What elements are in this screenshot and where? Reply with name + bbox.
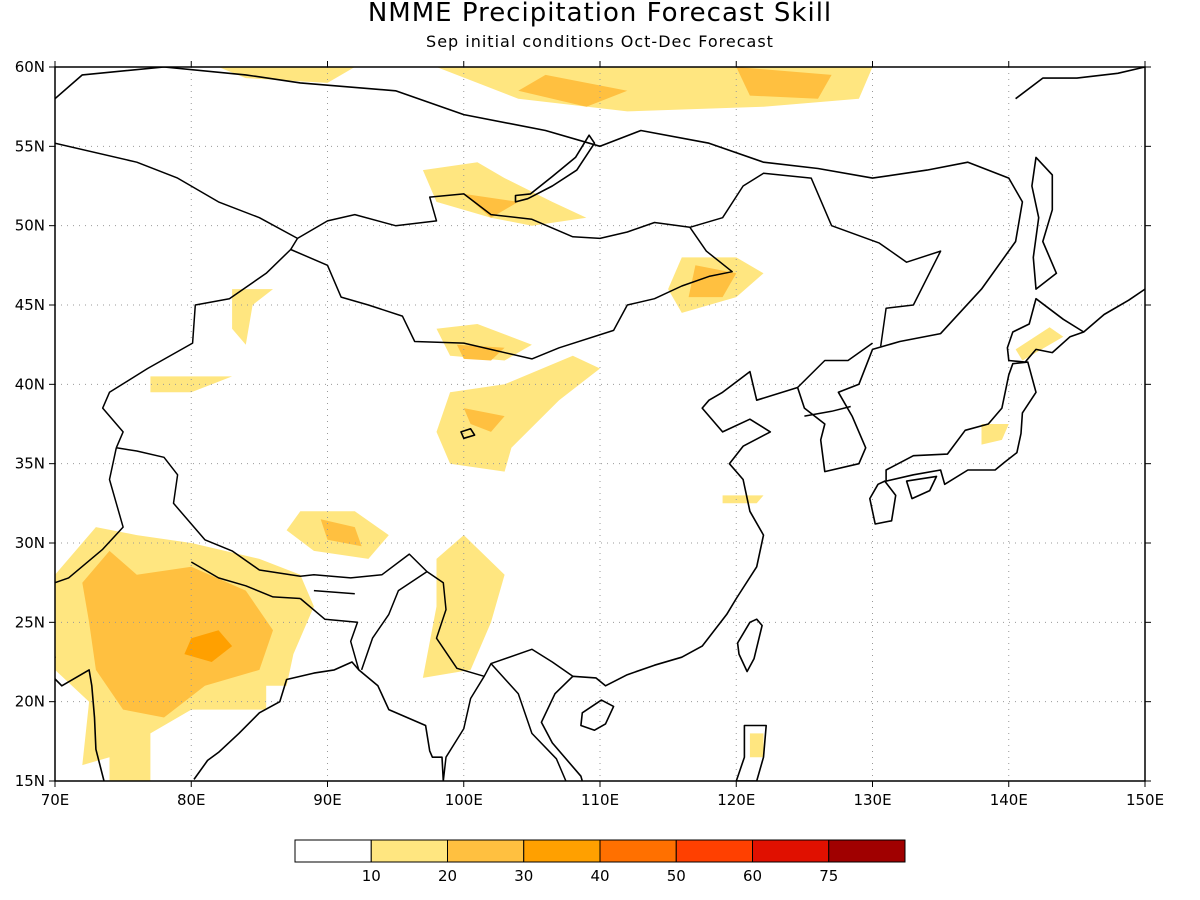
border-indochina-1 <box>442 675 485 781</box>
lon-tick-label: 70E <box>41 791 70 809</box>
colorbar-label: 75 <box>819 867 838 885</box>
skill-region-sayan-core <box>463 193 519 218</box>
coastline-qinghai-lake <box>460 427 476 440</box>
lon-tick-label: 130E <box>853 791 891 809</box>
skill-region-honshu <box>981 424 1009 445</box>
border-himalaya <box>116 447 574 678</box>
map-title: NMME Precipitation Forecast Skill <box>367 0 833 28</box>
coastline-kyushu <box>868 480 897 525</box>
skill-region-siberia-b <box>736 67 832 99</box>
lon-tick-label: 110E <box>581 791 619 809</box>
coastline-india-west <box>55 656 105 781</box>
border-indochina-2 <box>490 663 567 781</box>
colorbar-label: 40 <box>590 867 609 885</box>
lat-tick-label: 60N <box>15 58 45 76</box>
lat-tick-label: 20N <box>15 693 45 711</box>
border-china-mongolia <box>289 226 733 360</box>
border-russia-mongolia-china <box>55 142 942 347</box>
lat-tick-label: 40N <box>15 375 45 393</box>
lat-tick-label: 15N <box>15 772 45 790</box>
skill-region-tibet-core <box>320 519 362 547</box>
colorbar-label: 30 <box>514 867 533 885</box>
colorbar-label: 60 <box>743 867 762 885</box>
coastline-south-asia <box>193 661 445 781</box>
skill-shading-layer <box>55 67 1064 781</box>
lat-tick-label: 30N <box>15 534 45 552</box>
colorbar-swatch <box>523 839 601 863</box>
border-bhutan <box>313 589 355 595</box>
coastline-kurils <box>1083 288 1145 333</box>
lat-tick-label: 45N <box>15 296 45 314</box>
coastline-sakhalin <box>1031 156 1058 290</box>
lon-tick-label: 80E <box>177 791 206 809</box>
border-nepal-south <box>190 561 301 600</box>
skill-region-luzon <box>749 733 764 758</box>
border-korea <box>797 342 873 389</box>
lon-tick-label: 140E <box>990 791 1028 809</box>
lat-tick-label: 35N <box>15 455 45 473</box>
coastline-baikal <box>514 134 596 203</box>
lat-tick-label: 25N <box>15 613 45 631</box>
colorbar-label: 50 <box>667 867 686 885</box>
coastline-hainan <box>580 699 615 732</box>
skill-region-siberia-a <box>518 74 628 107</box>
skill-region-west-siberia <box>218 67 355 83</box>
skill-region-hokkaido <box>1015 327 1064 361</box>
border-korea-dmz <box>804 405 851 417</box>
lon-tick-label: 150E <box>1126 791 1164 809</box>
colorbar-label: 10 <box>362 867 381 885</box>
coastline-taiwan <box>736 618 763 673</box>
skill-region-kazakh <box>232 289 273 345</box>
skill-region-india-peak <box>184 630 233 662</box>
skill-region-india-core <box>82 550 273 718</box>
coastline-shikoku <box>905 475 938 500</box>
skill-region-west-deccan <box>109 725 151 781</box>
skill-region-yunnan <box>422 535 505 678</box>
coastlines-layer <box>55 67 1145 781</box>
map-subtitle: Sep initial conditions Oct-Dec Forecast <box>426 32 774 51</box>
colorbar-swatch <box>599 839 677 863</box>
border-bangladesh <box>299 597 360 671</box>
border-kazakh-china <box>101 248 292 449</box>
border-india-myanmar <box>360 570 428 671</box>
coastline-kamchatka <box>1015 67 1145 100</box>
colorbar-swatch <box>675 839 753 863</box>
colorbar: 10 20 30 40 50 60 75 <box>294 839 906 885</box>
skill-region-qilian <box>436 355 600 472</box>
colorbar-swatch <box>447 839 525 863</box>
skill-region-gobi-core <box>456 344 505 361</box>
colorbar-swatch <box>828 839 906 863</box>
coastline-honshu-island <box>885 361 1037 486</box>
coastline-hokkaido-island <box>1006 297 1085 363</box>
border-pakistan-india <box>55 447 124 584</box>
colorbar-swatch <box>752 839 830 863</box>
colorbar-label: 20 <box>438 867 457 885</box>
skill-region-sayan <box>422 162 587 226</box>
lon-tick-label: 90E <box>313 791 342 809</box>
skill-region-tarim <box>150 376 233 393</box>
lon-tick-label: 120E <box>717 791 755 809</box>
axis-ticks: 70E 80E 90E 100E 110E 120E 130E 140E 150E 15N 20N 2… <box>15 58 1164 809</box>
lat-tick-label: 50N <box>15 217 45 235</box>
coastline-asia-mainland <box>55 67 1024 781</box>
colorbar-swatch <box>294 839 372 863</box>
skill-region-taiwan-bar <box>722 495 764 504</box>
coastline-luzon-island <box>735 724 768 781</box>
lon-tick-label: 100E <box>445 791 483 809</box>
graticule <box>55 67 1145 781</box>
skill-region-qilian-core <box>463 408 505 432</box>
colorbar-swatch <box>370 839 448 863</box>
lat-tick-label: 55N <box>15 137 45 155</box>
